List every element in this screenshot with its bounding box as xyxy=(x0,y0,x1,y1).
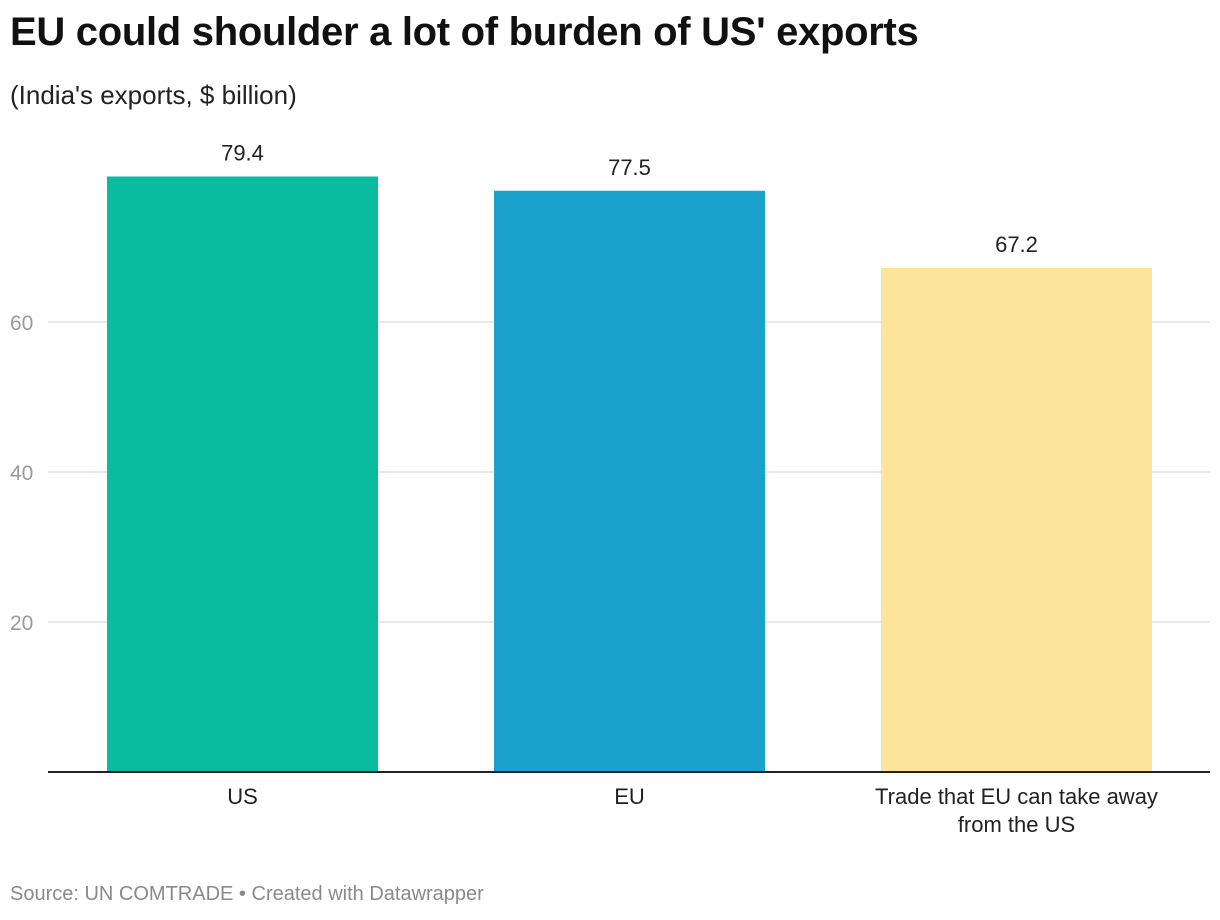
chart-subtitle: (India's exports, $ billion) xyxy=(10,80,297,110)
labels: 20 40 60 79.4 US 77.5 EU 67.2 Trade that EU can … xyxy=(10,141,1158,838)
category-label: EU xyxy=(614,784,645,809)
chart-footer: Source: UN COMTRADE • Created with Dataw… xyxy=(10,883,484,906)
source-note: Source: UN COMTRADE xyxy=(10,883,234,905)
y-tick-label: 20 xyxy=(10,612,33,635)
y-tick-label: 40 xyxy=(10,462,33,485)
category-label: from the US xyxy=(958,812,1075,837)
bar-2 xyxy=(494,190,765,772)
value-label: 79.4 xyxy=(221,141,264,166)
chart-title: EU could shoulder a lot of burden of US'… xyxy=(10,10,919,54)
footer-separator: • xyxy=(233,883,252,905)
value-label: 67.2 xyxy=(995,232,1038,257)
value-label: 77.5 xyxy=(608,155,651,180)
category-label: US xyxy=(227,784,258,809)
bar-1 xyxy=(107,176,378,772)
credit-note: Created with Datawrapper xyxy=(251,883,484,905)
bar-3 xyxy=(881,268,1152,772)
y-tick-label: 60 xyxy=(10,312,33,335)
bars xyxy=(107,176,1152,772)
category-label: Trade that EU can take away xyxy=(875,784,1158,809)
